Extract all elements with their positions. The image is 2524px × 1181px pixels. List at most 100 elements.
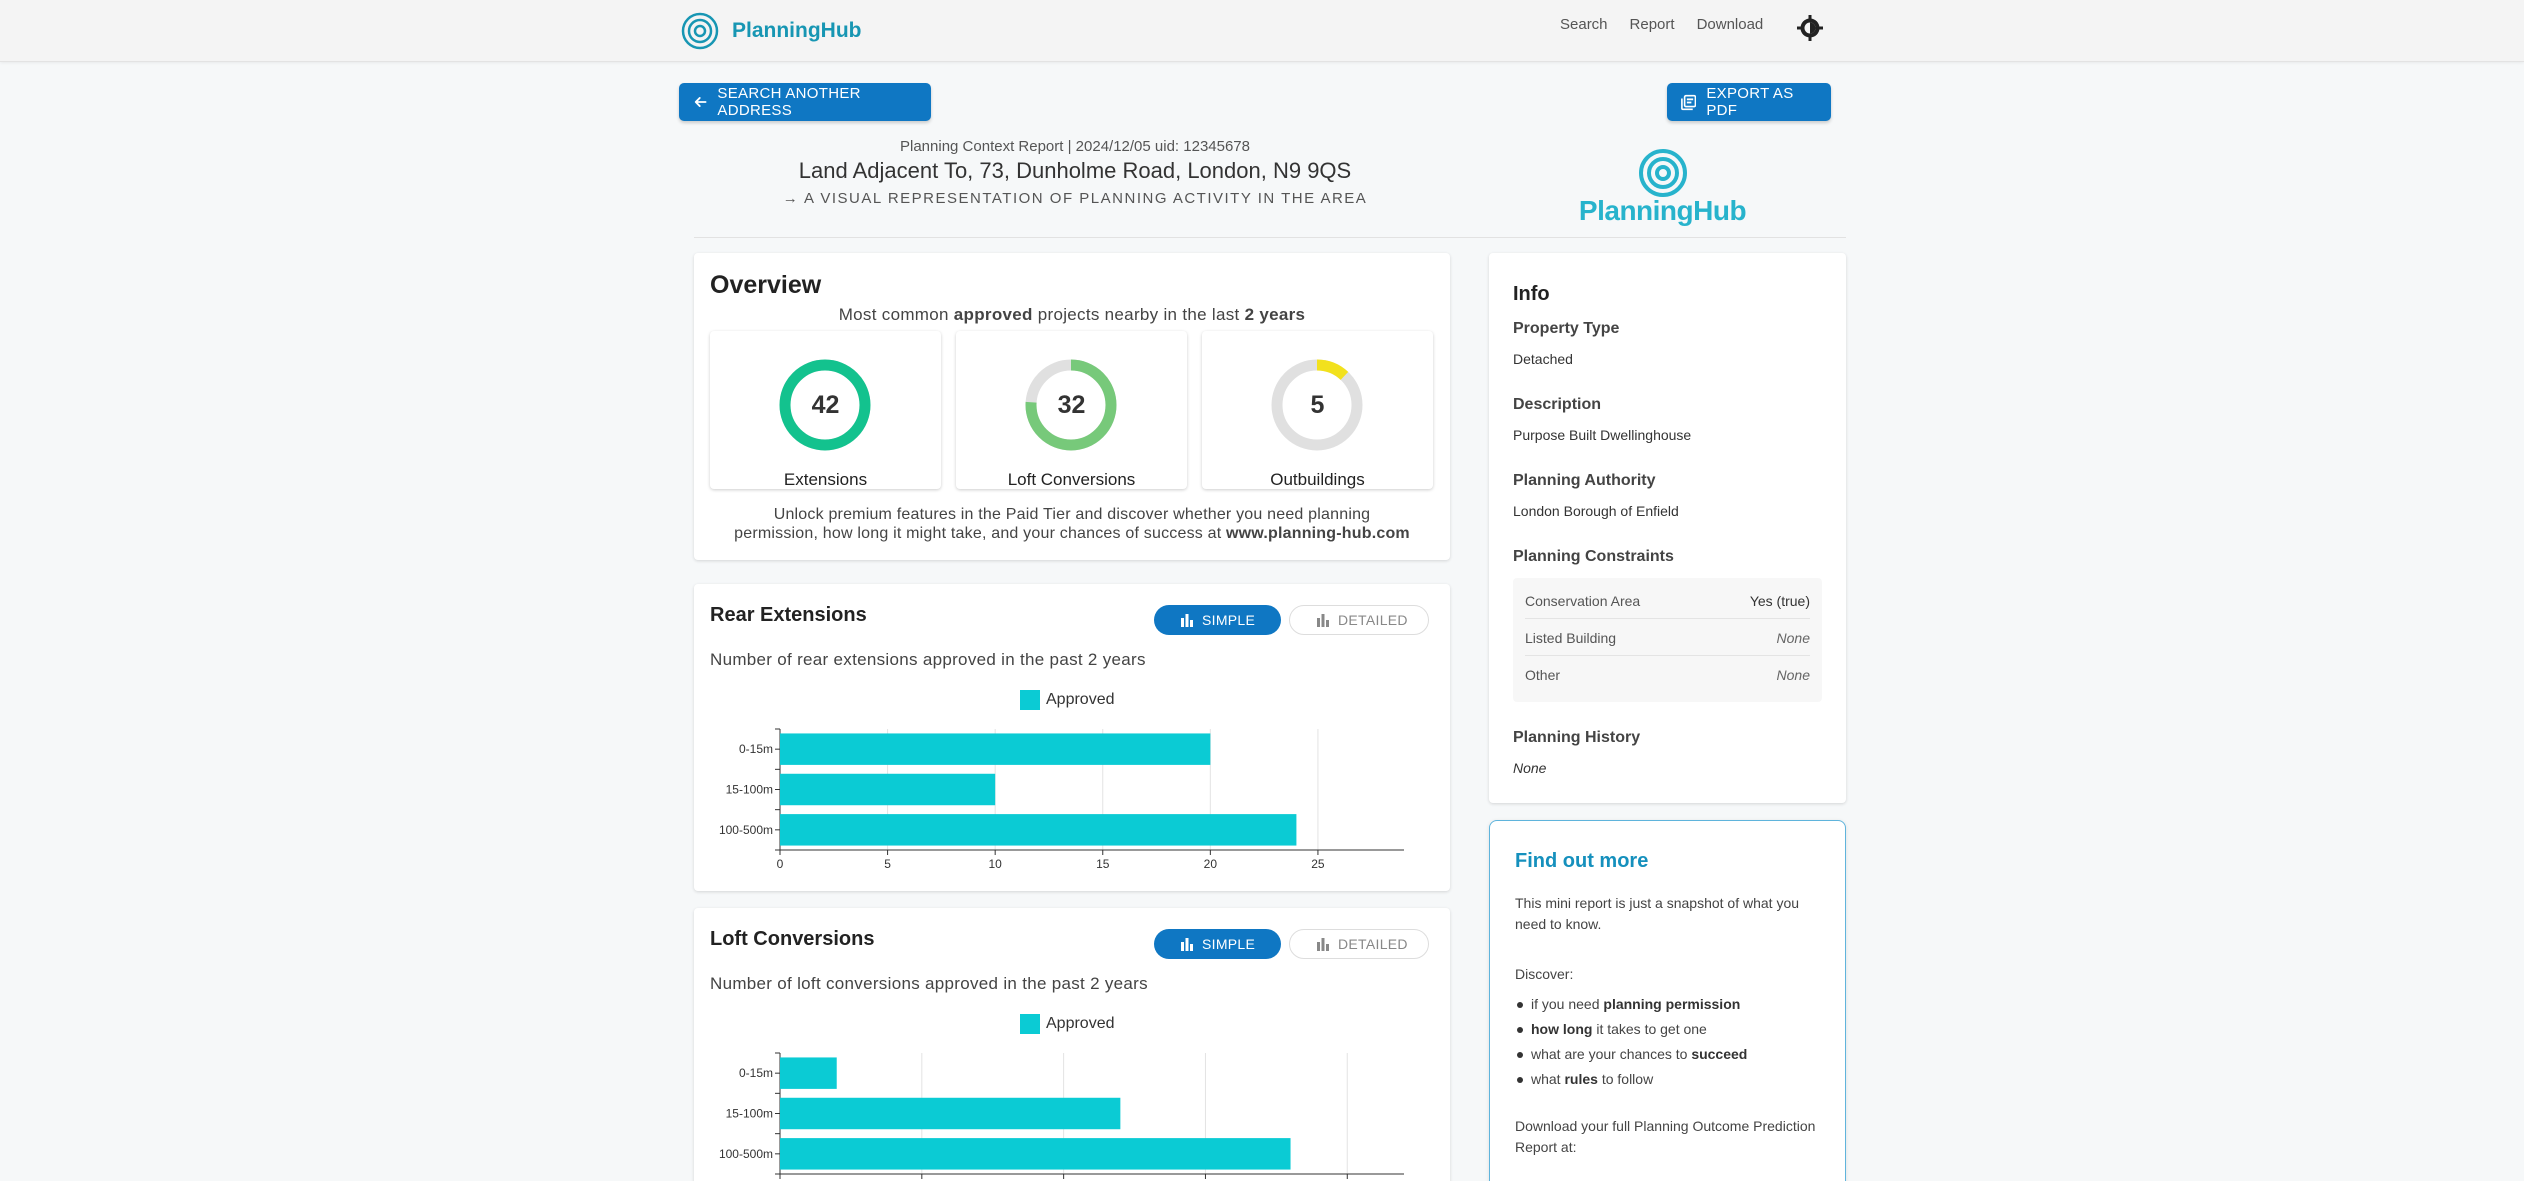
stat-value: 32: [1057, 391, 1086, 419]
x-tick-label: 5: [884, 857, 891, 871]
stat-value: 5: [1310, 391, 1325, 419]
y-tick-label: 15-100m: [726, 1107, 773, 1121]
planning-authority-value: London Borough of Enfield: [1513, 503, 1679, 519]
find-out-more-title: Find out more: [1515, 850, 1649, 872]
simple-toggle[interactable]: SIMPLE: [1154, 605, 1281, 635]
bar[interactable]: [780, 1138, 1291, 1170]
y-tick-label: 0-15m: [739, 742, 773, 756]
list-item-text: to follow: [1597, 1071, 1654, 1087]
overview-subtitle-emphasis: approved: [953, 305, 1033, 324]
report-meta: Planning Context Report | 2024/12/05 uid…: [900, 138, 1250, 155]
legend-label: Approved: [1046, 691, 1115, 708]
constraints-table: Conservation Area Yes (true) Listed Buil…: [1513, 578, 1822, 702]
stat-loft-conversions: 32 Loft Conversions: [956, 331, 1187, 489]
list-item-text: what: [1531, 1071, 1565, 1087]
x-tick-label: 15: [1096, 857, 1110, 871]
find-out-more-intro: This mini report is just a snapshot of w…: [1515, 895, 1800, 932]
simple-toggle-label: SIMPLE: [1202, 612, 1256, 628]
y-tick-label: 100-500m: [719, 823, 773, 837]
overview-card: Overview Most common approved projects n…: [694, 253, 1450, 560]
planning-authority-label: Planning Authority: [1513, 472, 1656, 489]
planning-history-value: None: [1513, 760, 1547, 776]
detailed-toggle[interactable]: DETAILED: [1289, 605, 1429, 635]
rear-extensions-chart: 0-15m 15-100m 100-500m 0 5 10 15 20 25: [719, 728, 1404, 871]
list-item-text: if you need: [1531, 996, 1604, 1012]
donut-arc: [1271, 359, 1363, 451]
pdf-icon: [1681, 94, 1697, 110]
stat-extensions: 42 Extensions: [710, 331, 941, 489]
chart-title: Rear Extensions: [710, 604, 867, 626]
stat-value: 42: [811, 391, 840, 419]
premium-link[interactable]: www.planning-hub.com: [1226, 525, 1410, 542]
x-tick-label: 0: [777, 857, 784, 871]
rear-extensions-card: Rear Extensions SIMPLE DETAILED Number o…: [694, 584, 1450, 891]
stat-label: Loft Conversions: [1007, 470, 1136, 489]
bar-chart-icon: [1181, 938, 1193, 951]
constraint-name: Listed Building: [1525, 629, 1617, 646]
bar[interactable]: [780, 1097, 1121, 1130]
list-item: what are your chances to succeed: [1515, 1042, 1825, 1067]
overview-subtitle-text: projects nearby in the last: [1032, 305, 1245, 324]
nav-report[interactable]: Report: [1629, 16, 1675, 33]
loft-conversions-card: Loft Conversions SIMPLE DETAILED Number …: [694, 908, 1450, 1181]
planning-constraints-label: Planning Constraints: [1513, 548, 1674, 565]
overview-title: Overview: [710, 271, 822, 299]
chart-legend: Approved: [1020, 1014, 1115, 1034]
list-item-text: what are your chances to: [1531, 1046, 1692, 1062]
main-nav: Search Report Download: [1560, 16, 1763, 33]
detailed-toggle-label: DETAILED: [1338, 936, 1408, 952]
chart-title: Loft Conversions: [710, 928, 875, 950]
constraint-name: Conservation Area: [1525, 592, 1641, 609]
bar[interactable]: [780, 814, 1297, 846]
x-tick-label: 25: [1311, 857, 1325, 871]
bar[interactable]: [780, 733, 1211, 765]
y-tick-label: 0-15m: [739, 1066, 773, 1080]
premium-note: Unlock premium features in the Paid Tier…: [714, 505, 1430, 543]
discover-list: if you need planning permission how long…: [1515, 992, 1825, 1092]
donut-chart: [1271, 359, 1363, 451]
detailed-toggle[interactable]: DETAILED: [1289, 929, 1429, 959]
chart-description: Number of loft conversions approved in t…: [710, 974, 1148, 993]
bar-chart-icon: [1317, 938, 1329, 951]
list-item-text: it takes to get one: [1592, 1021, 1707, 1037]
y-tick-label: 15-100m: [726, 783, 773, 797]
donut-chart: [779, 359, 871, 451]
nav-download[interactable]: Download: [1696, 16, 1764, 33]
overview-subtitle-text: Most common: [838, 305, 954, 324]
export-pdf-label: EXPORT AS PDF: [1706, 85, 1794, 119]
brand-logo[interactable]: PlanningHub: [680, 8, 862, 54]
x-tick-label: 10: [988, 857, 1002, 871]
chart-legend: Approved: [1020, 690, 1115, 710]
list-item-emphasis: rules: [1564, 1071, 1598, 1087]
export-pdf-button[interactable]: EXPORT AS PDF: [1667, 83, 1831, 121]
bar-chart-icon: [1181, 614, 1193, 627]
report-subtitle: → A VISUAL REPRESENTATION OF PLANNING AC…: [782, 190, 1368, 207]
overview-subtitle: Most common approved projects nearby in …: [694, 305, 1450, 325]
find-out-more-card: Find out more This mini report is just a…: [1489, 820, 1846, 1181]
bar[interactable]: [780, 773, 996, 806]
info-card: Info Property Type Detached Description …: [1489, 253, 1846, 803]
stat-label: Outbuildings: [1270, 470, 1365, 489]
description-value: Purpose Built Dwellinghouse: [1513, 427, 1692, 443]
nav-search[interactable]: Search: [1560, 16, 1608, 33]
detailed-toggle-label: DETAILED: [1338, 612, 1408, 628]
donut-arc: [1025, 359, 1117, 451]
list-item-emphasis: planning permission: [1603, 996, 1741, 1012]
x-tick-label: 20: [1204, 857, 1218, 871]
search-another-address-label: SEARCH ANOTHER ADDRESS: [717, 85, 861, 119]
constraint-row: Conservation Area Yes (true): [1525, 583, 1810, 619]
list-item: how long it takes to get one: [1515, 1017, 1825, 1042]
constraint-value: Yes (true): [1749, 592, 1810, 609]
search-another-address-button[interactable]: SEARCH ANOTHER ADDRESS: [679, 83, 931, 121]
theme-toggle-icon[interactable]: [1797, 15, 1823, 41]
stat-label: Extensions: [783, 470, 868, 489]
constraint-value: None: [1776, 667, 1810, 683]
bar[interactable]: [780, 1057, 837, 1089]
simple-toggle[interactable]: SIMPLE: [1154, 929, 1281, 959]
premium-note-line: permission, how long it might take, and …: [734, 525, 1227, 542]
donut-chart: [1025, 359, 1117, 451]
report-address: Land Adjacent To, 73, Dunholme Road, Lon…: [798, 158, 1352, 183]
list-item-emphasis: succeed: [1691, 1046, 1748, 1062]
y-tick-label: 100-500m: [719, 1147, 773, 1161]
